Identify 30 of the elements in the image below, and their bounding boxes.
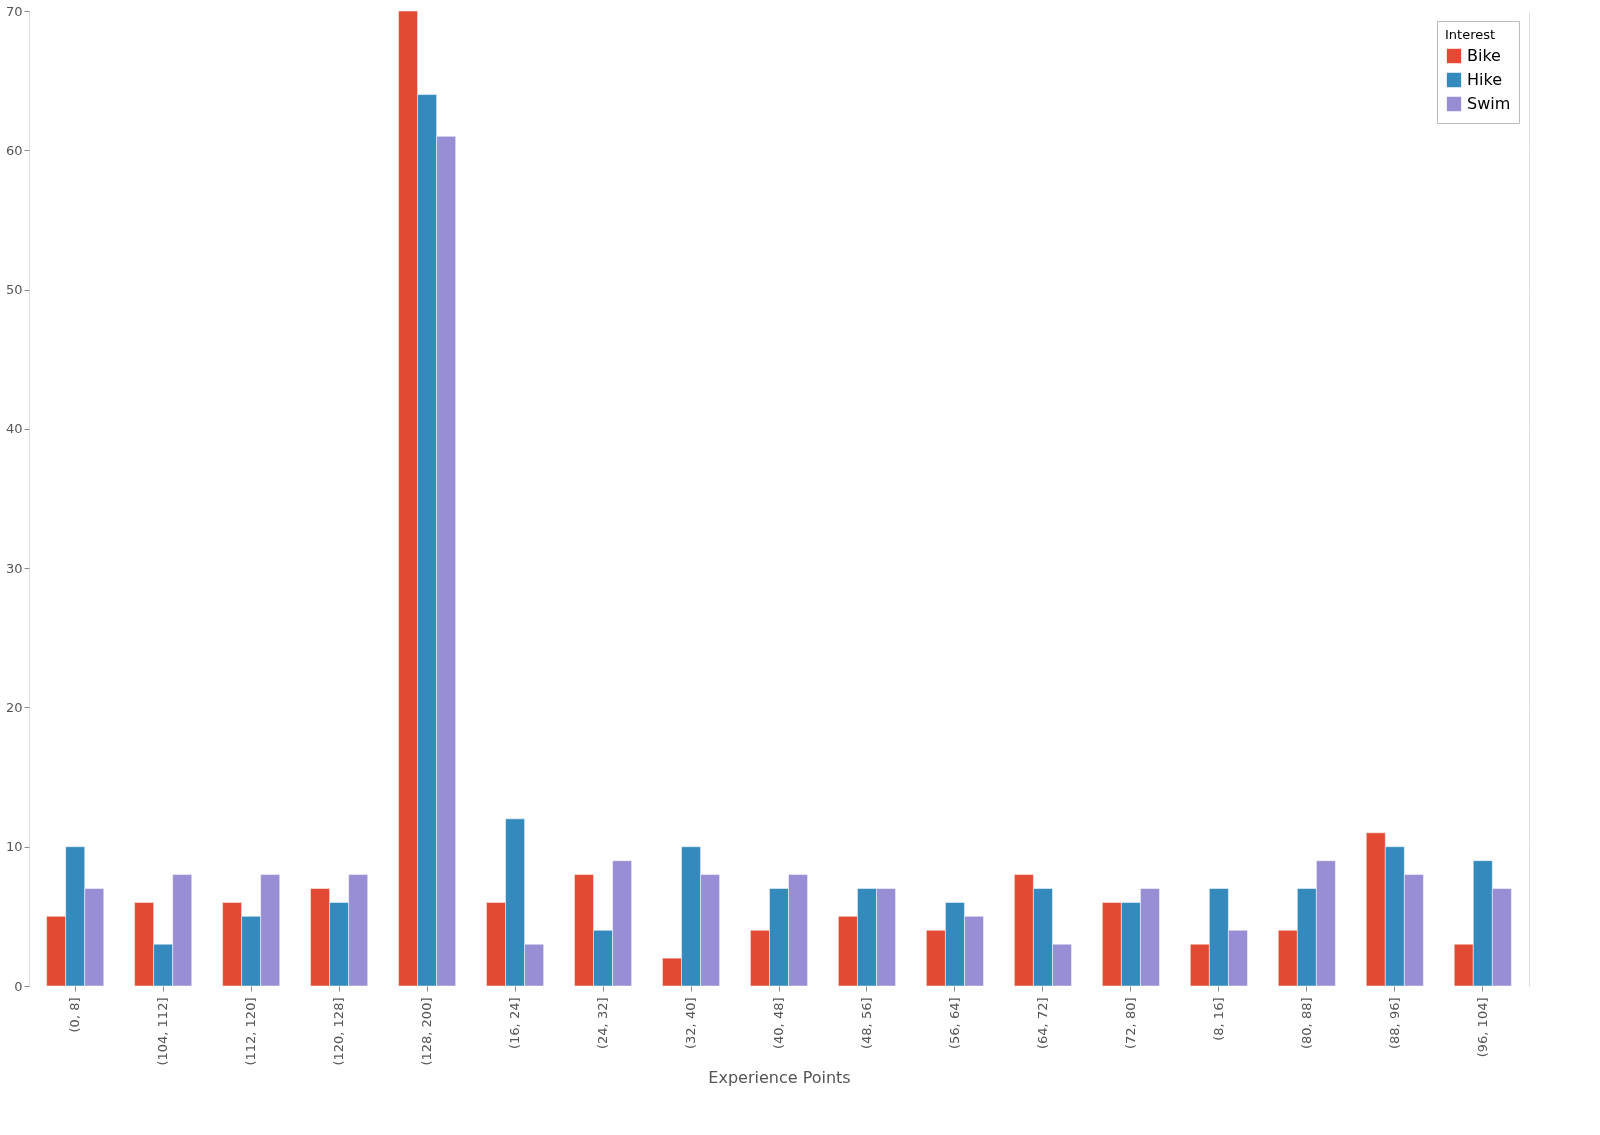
x-tick-label: (32, 40] bbox=[683, 997, 699, 1049]
x-tick-label: (56, 64] bbox=[946, 997, 962, 1049]
x-tick-label: (120, 128] bbox=[331, 997, 347, 1066]
x-tick-label: (88, 96] bbox=[1386, 997, 1402, 1049]
legend-title: Interest bbox=[1445, 27, 1496, 42]
x-axis-title: Experience Points bbox=[708, 1067, 851, 1087]
legend-label: Bike bbox=[1467, 46, 1501, 65]
x-tick-label: (0, 8] bbox=[67, 997, 83, 1033]
x-tick-label: (16, 24] bbox=[507, 997, 523, 1049]
x-tick-label: (48, 56] bbox=[858, 997, 874, 1049]
x-tick-label: (24, 32] bbox=[595, 997, 611, 1049]
x-tick-label: (64, 72] bbox=[1034, 997, 1050, 1049]
y-tick-label: 10 bbox=[5, 839, 23, 855]
x-tick-label: (80, 88] bbox=[1298, 997, 1314, 1049]
x-tick-label: (96, 104] bbox=[1474, 997, 1490, 1058]
x-tick-label: (40, 48] bbox=[771, 997, 786, 1049]
y-tick-label: 70 bbox=[5, 3, 23, 19]
y-tick-label: 40 bbox=[5, 421, 23, 437]
y-tick-label: 30 bbox=[5, 560, 23, 576]
legend-label: Hike bbox=[1467, 70, 1503, 89]
x-tick-label: (112, 120] bbox=[243, 997, 259, 1066]
y-tick-label: 20 bbox=[5, 699, 23, 715]
x-tick-label: (128, 200] bbox=[419, 997, 435, 1066]
y-tick-label: 60 bbox=[5, 142, 23, 158]
legend-label: Swim bbox=[1467, 94, 1511, 113]
x-tick-label: (8, 16] bbox=[1210, 997, 1226, 1041]
y-tick-label: 50 bbox=[5, 282, 23, 298]
y-tick-label: 0 bbox=[14, 978, 23, 994]
x-tick-label: (72, 80] bbox=[1122, 997, 1138, 1049]
x-tick-label: (104, 112] bbox=[155, 997, 171, 1066]
